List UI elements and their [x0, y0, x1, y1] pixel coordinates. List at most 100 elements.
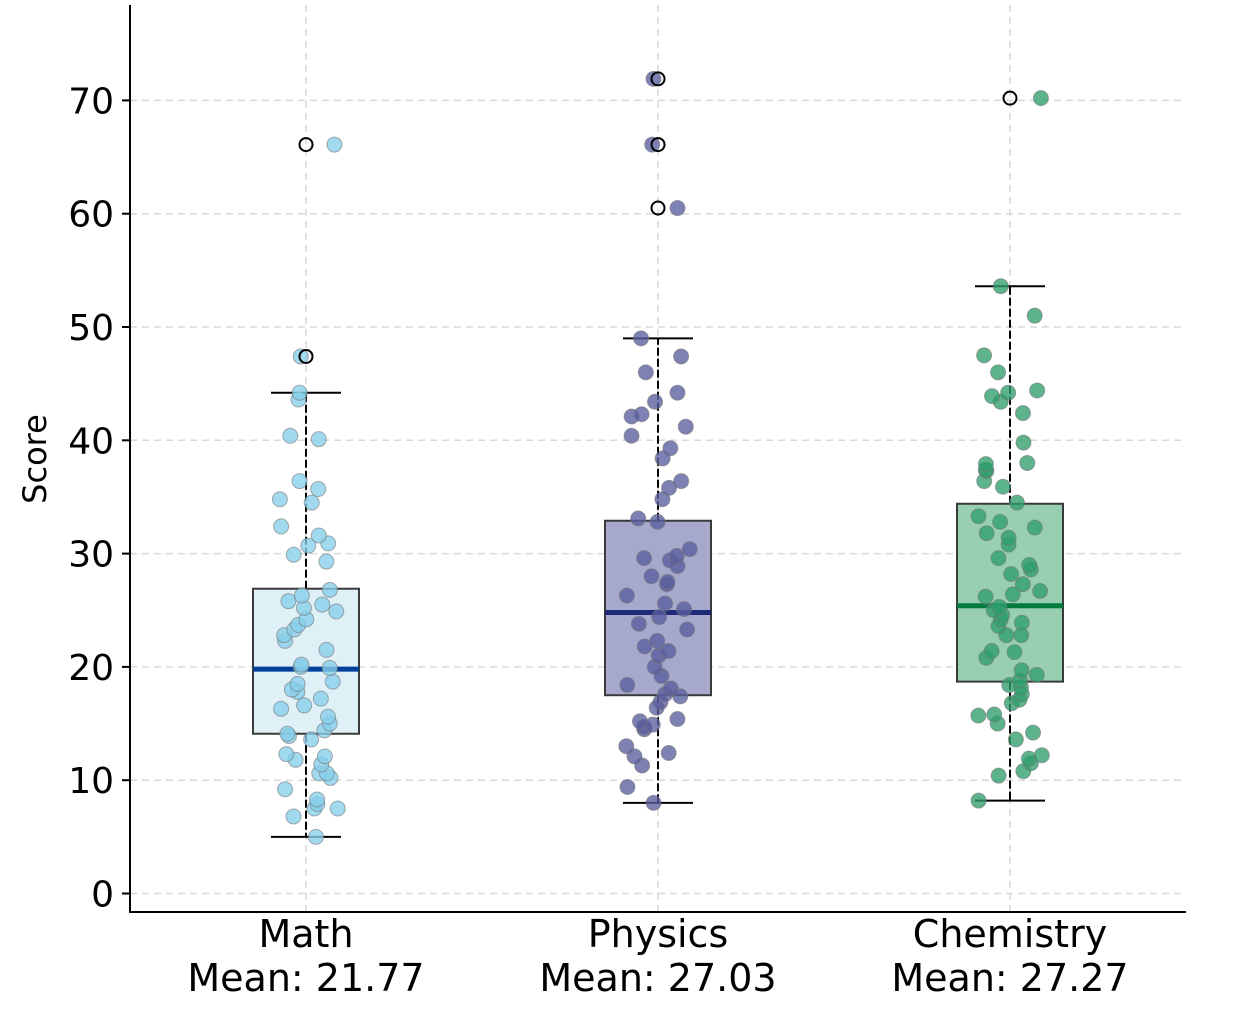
data-point [303, 494, 320, 511]
data-point [645, 70, 662, 87]
data-point [673, 348, 690, 365]
data-point [618, 587, 635, 604]
data-point [643, 568, 660, 585]
data-point [273, 518, 290, 535]
data-point [279, 725, 296, 742]
data-point [1013, 614, 1030, 631]
data-point [637, 364, 654, 381]
data-point [1032, 90, 1049, 107]
data-point [291, 473, 308, 490]
data-point [673, 473, 690, 490]
data-point [970, 707, 987, 724]
axes [129, 5, 1186, 913]
data-point [1033, 747, 1050, 764]
data-point [679, 621, 696, 638]
outlier-marker [650, 71, 666, 87]
data-point [991, 598, 1008, 615]
data-point [668, 547, 685, 564]
data-point [983, 388, 1000, 405]
data-point [1014, 576, 1031, 593]
data-point [976, 347, 993, 364]
data-point [328, 603, 345, 620]
data-point [1021, 556, 1038, 573]
data-point [669, 200, 686, 217]
data-point [1026, 307, 1043, 324]
data-point [1008, 494, 1025, 511]
data-point [660, 745, 677, 762]
y-tick-label: 10 [68, 761, 114, 802]
data-point [669, 711, 686, 728]
data-point [280, 593, 297, 610]
data-point [273, 700, 290, 717]
mean-label: Mean: 27.03 [539, 956, 776, 1000]
data-point [970, 508, 987, 525]
data-point [1032, 582, 1049, 599]
data-point [994, 478, 1011, 495]
data-point [676, 601, 693, 618]
data-point [285, 808, 302, 825]
data-point [651, 609, 668, 626]
data-point [649, 513, 666, 530]
y-tick-label: 20 [68, 648, 114, 689]
data-point [326, 136, 343, 153]
data-point [321, 660, 338, 677]
data-point [316, 748, 333, 765]
jitter-points [271, 70, 1050, 845]
data-point [277, 781, 294, 798]
data-point [1013, 662, 1030, 679]
data-point [1025, 724, 1042, 741]
data-point [630, 615, 647, 632]
data-point [292, 348, 309, 365]
outlier-marker [298, 137, 314, 153]
data-point [1000, 529, 1017, 546]
data-point [309, 791, 326, 808]
data-point [645, 794, 662, 811]
data-point [1000, 384, 1017, 401]
y-tick-label: 0 [91, 875, 114, 916]
data-point [1006, 644, 1023, 661]
data-point [289, 675, 306, 692]
data-point [318, 641, 335, 658]
data-point [321, 581, 338, 598]
data-point [990, 767, 1007, 784]
data-point [681, 541, 698, 558]
data-point [619, 778, 636, 795]
data-point [293, 656, 310, 673]
data-point [986, 706, 1003, 723]
data-point [623, 427, 640, 444]
data-point [659, 573, 676, 590]
y-tick-label: 70 [68, 81, 114, 122]
data-point [647, 393, 664, 410]
data-point [1003, 565, 1020, 582]
data-point [300, 537, 317, 554]
data-point [983, 643, 1000, 660]
data-point [1007, 731, 1024, 748]
data-point [978, 525, 995, 542]
data-point [977, 456, 994, 473]
y-tick-label: 40 [68, 421, 114, 462]
data-point [320, 708, 337, 725]
data-point [657, 595, 674, 612]
data-point [1015, 434, 1032, 451]
data-point [633, 406, 650, 423]
mean-label: Mean: 21.77 [187, 956, 424, 1000]
data-point [662, 680, 679, 697]
data-point [677, 418, 694, 435]
y-ticks: 0 10 20 30 40 50 60 70 [68, 81, 130, 916]
data-point [619, 677, 636, 694]
data-point [282, 427, 299, 444]
data-point [1014, 405, 1031, 422]
data-point [990, 364, 1007, 381]
data-point [278, 746, 295, 763]
data-point [631, 713, 648, 730]
y-tick-label: 30 [68, 535, 114, 576]
outlier-marker [298, 348, 314, 364]
data-point [307, 828, 324, 845]
data-point [310, 527, 327, 544]
data-point [970, 792, 987, 809]
data-point [662, 440, 679, 457]
data-point [329, 800, 346, 817]
category-label: Math [258, 912, 353, 956]
